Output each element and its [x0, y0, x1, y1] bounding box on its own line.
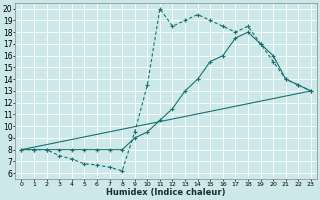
X-axis label: Humidex (Indice chaleur): Humidex (Indice chaleur)	[107, 188, 226, 197]
